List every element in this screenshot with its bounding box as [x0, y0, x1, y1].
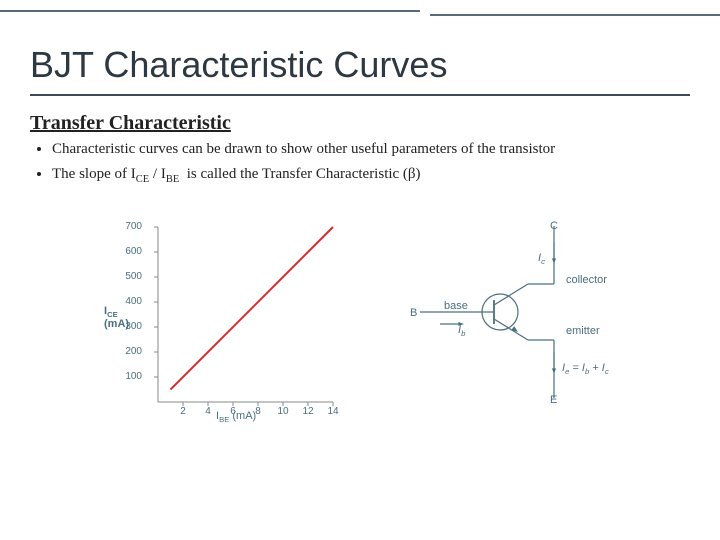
- label-ie: Ie = Ib + Ic: [562, 362, 609, 376]
- label-emitter: emitter: [566, 325, 600, 337]
- header-decor: [0, 0, 720, 24]
- y-tick-label: 600: [118, 246, 142, 257]
- header-line-left: [0, 10, 420, 12]
- x-tick-label: 2: [176, 406, 190, 417]
- label-e: E: [550, 394, 557, 406]
- label-collector: collector: [566, 274, 607, 286]
- y-tick-label: 400: [118, 296, 142, 307]
- x-tick-label: 14: [326, 406, 340, 417]
- x-tick-label: 12: [301, 406, 315, 417]
- label-ib: Ib: [458, 324, 465, 338]
- y-tick-label: 200: [118, 346, 142, 357]
- page-title: BJT Characteristic Curves: [30, 44, 690, 96]
- subtitle: Transfer Characteristic: [30, 112, 690, 135]
- bullet-item: The slope of ICE / IBE is called the Tra…: [52, 164, 690, 188]
- x-tick-label: 8: [251, 406, 265, 417]
- header-line-right: [430, 14, 720, 16]
- y-tick-label: 100: [118, 371, 142, 382]
- x-tick-label: 10: [276, 406, 290, 417]
- figures-row: ICE(mA) IBE (mA) 24681012141002003004005…: [30, 212, 690, 422]
- chart-svg: [110, 212, 350, 422]
- x-tick-label: 4: [201, 406, 215, 417]
- y-tick-label: 300: [118, 321, 142, 332]
- label-c: C: [550, 220, 558, 232]
- transfer-chart: ICE(mA) IBE (mA) 24681012141002003004005…: [110, 212, 350, 422]
- y-tick-label: 500: [118, 271, 142, 282]
- bjt-schematic: C B E collector base emitter Ic Ib Ie = …: [410, 222, 610, 402]
- bullet-item: Characteristic curves can be drawn to sh…: [52, 139, 690, 160]
- y-tick-label: 700: [118, 221, 142, 232]
- label-b: B: [410, 307, 417, 319]
- bullet-list: Characteristic curves can be drawn to sh…: [30, 139, 690, 188]
- slide-content: BJT Characteristic Curves Transfer Chara…: [0, 24, 720, 422]
- label-base: base: [444, 300, 468, 312]
- x-tick-label: 6: [226, 406, 240, 417]
- label-ic: Ic: [538, 252, 545, 266]
